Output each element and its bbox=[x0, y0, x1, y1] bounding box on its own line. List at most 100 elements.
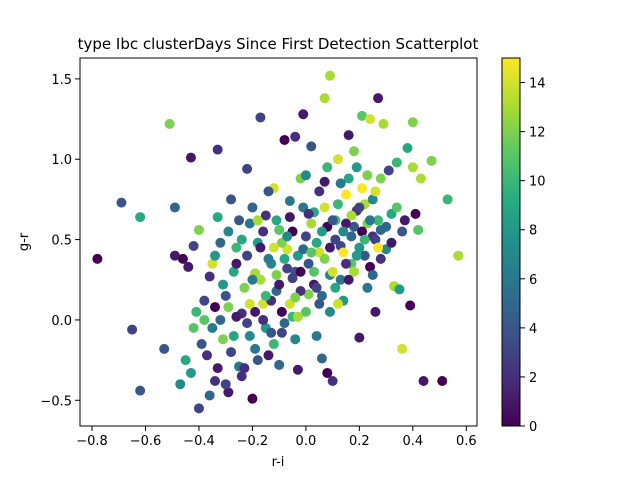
scatter-point bbox=[204, 390, 215, 401]
x-tick-label: 0.0 bbox=[296, 434, 317, 449]
scatter-point bbox=[290, 292, 301, 303]
colorbar-tick-label: 2 bbox=[529, 371, 537, 386]
scatter-point bbox=[437, 376, 448, 386]
scatter-point bbox=[244, 298, 255, 309]
scatter-point bbox=[383, 165, 394, 176]
scatter-point bbox=[370, 306, 381, 317]
scatter-point bbox=[252, 355, 263, 366]
scatter-point bbox=[357, 183, 368, 194]
scatter-point bbox=[365, 114, 376, 125]
scatter-point bbox=[231, 242, 242, 253]
scatter-point bbox=[359, 250, 370, 261]
scatter-point bbox=[327, 266, 338, 277]
x-tick-label: −0.2 bbox=[237, 434, 269, 449]
scatter-point bbox=[351, 250, 362, 261]
scatter-point bbox=[298, 244, 309, 255]
colorbar bbox=[501, 57, 521, 427]
scatter-point bbox=[338, 247, 349, 258]
scatter-point bbox=[169, 202, 180, 213]
scatter-point bbox=[220, 290, 231, 301]
scatter-point bbox=[415, 173, 426, 184]
scatter-point bbox=[357, 110, 368, 121]
scatter-point bbox=[258, 226, 269, 237]
scatter-point bbox=[276, 306, 287, 317]
scatter-point bbox=[274, 279, 285, 290]
scatter-point bbox=[284, 196, 295, 207]
y-axis: −0.5 0.0 0.5 1.0 1.5 bbox=[40, 73, 80, 409]
x-tick-label: 0.6 bbox=[456, 434, 477, 449]
scatter-point bbox=[284, 212, 295, 223]
scatter-point bbox=[346, 231, 357, 242]
scatter-point bbox=[426, 155, 437, 166]
scatter-point bbox=[268, 242, 279, 253]
scatter-point bbox=[228, 266, 239, 277]
scatter-point bbox=[357, 226, 368, 237]
scatter-point bbox=[306, 218, 317, 229]
scatter-point bbox=[410, 208, 421, 219]
scatter-point bbox=[247, 202, 258, 213]
scatter-point bbox=[314, 186, 325, 197]
scatter-point bbox=[242, 163, 253, 174]
scatter-point bbox=[268, 339, 279, 350]
scatter-point bbox=[394, 284, 405, 295]
colorbar-tick-label: 10 bbox=[529, 175, 546, 190]
scatter-point bbox=[298, 109, 309, 120]
scatter-point bbox=[236, 371, 247, 382]
scatter-point bbox=[279, 318, 290, 329]
scatter-point bbox=[210, 376, 221, 386]
scatter-point bbox=[223, 302, 234, 313]
scatter-point bbox=[332, 298, 343, 309]
scatter-point bbox=[185, 367, 196, 378]
scatter-point bbox=[359, 234, 370, 245]
scatter-point bbox=[349, 146, 360, 157]
scatter-point bbox=[300, 306, 311, 317]
scatter-point bbox=[193, 224, 204, 235]
y-tick-label: −0.5 bbox=[40, 394, 72, 409]
scatter-point bbox=[306, 247, 317, 258]
scatter-point bbox=[263, 350, 274, 361]
scatter-point bbox=[349, 266, 360, 277]
scatter-point bbox=[338, 226, 349, 237]
scatter-point bbox=[244, 218, 255, 229]
scatter-point bbox=[405, 300, 416, 311]
scatter-point bbox=[324, 306, 335, 317]
y-tick-label: 1.5 bbox=[51, 73, 72, 88]
colorbar-tick-label: 6 bbox=[529, 273, 537, 288]
scatter-point bbox=[196, 339, 207, 350]
scatter-point bbox=[367, 269, 378, 280]
x-tick-label: 0.4 bbox=[402, 434, 423, 449]
scatter-point bbox=[212, 212, 223, 223]
scatter-point bbox=[324, 242, 335, 253]
scatter-point bbox=[282, 263, 293, 274]
scatter-point bbox=[258, 298, 269, 309]
scatter-point bbox=[308, 266, 319, 277]
scatter-point bbox=[290, 131, 301, 142]
scatter-point bbox=[260, 290, 271, 301]
scatter-point bbox=[316, 290, 327, 301]
scatter-point bbox=[332, 154, 343, 165]
scatter-point bbox=[282, 231, 293, 242]
scatter-point bbox=[343, 173, 354, 184]
scatter-point bbox=[391, 157, 402, 168]
scatter-point bbox=[303, 258, 314, 269]
scatter-point bbox=[402, 142, 413, 153]
scatter-point bbox=[258, 314, 269, 325]
scatter-point bbox=[135, 385, 146, 396]
y-tick-label: 0.5 bbox=[51, 234, 72, 249]
scatter-point bbox=[247, 393, 258, 404]
scatter-point bbox=[311, 331, 322, 342]
scatter-point bbox=[223, 387, 234, 398]
scatter-point bbox=[204, 271, 215, 282]
scatter-point bbox=[175, 379, 186, 390]
scatter-point bbox=[330, 234, 341, 245]
scatter-point bbox=[335, 178, 346, 189]
x-tick-label: −0.8 bbox=[76, 434, 108, 449]
scatter-point bbox=[314, 298, 325, 309]
scatter-point bbox=[164, 118, 175, 129]
scatter-point bbox=[453, 250, 464, 261]
scatter-point bbox=[397, 226, 408, 237]
x-axis: −0.8 −0.6 −0.4 −0.2 0.0 0.2 0.4 0.6 bbox=[76, 426, 477, 449]
scatter-point bbox=[341, 189, 351, 200]
scatter-point bbox=[319, 202, 330, 213]
scatter-point bbox=[226, 347, 237, 358]
